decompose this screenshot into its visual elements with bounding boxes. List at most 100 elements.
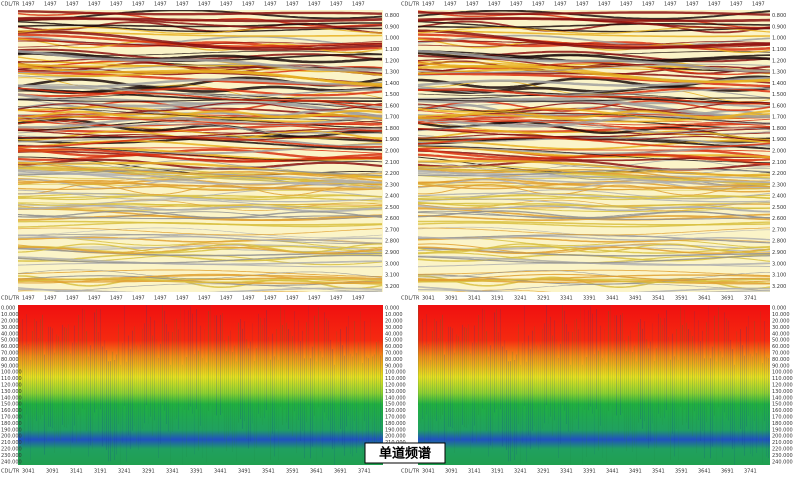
trace-stripe (760, 311, 761, 412)
trace-stripe (670, 359, 671, 460)
trace-stripe (462, 324, 463, 425)
trace-stripe (456, 334, 457, 435)
trace-stripe (358, 342, 359, 443)
reflector (418, 145, 770, 163)
trace-stripe (268, 337, 269, 438)
trace-stripe (624, 340, 625, 441)
reflector (418, 203, 770, 209)
trace-stripe (516, 354, 517, 455)
trace-stripe (532, 330, 533, 431)
reflector (418, 122, 770, 133)
reflector (18, 158, 383, 170)
trace-stripe (236, 361, 237, 462)
trace-stripe (70, 353, 71, 454)
trace-stripe (176, 318, 177, 419)
trace-stripe (654, 360, 655, 461)
trace-label: 3741 (744, 469, 757, 475)
trace-stripe (170, 364, 171, 465)
trace-label: 3441 (606, 469, 619, 475)
trace-stripe (522, 343, 523, 444)
reflector (418, 159, 770, 169)
trace-stripe (152, 335, 153, 436)
trace-label: 3141 (468, 296, 481, 302)
freq-label: 180.000 (772, 421, 793, 427)
reflector (18, 211, 383, 220)
trace-stripe (190, 306, 191, 407)
trace-stripe (596, 309, 597, 410)
trace-stripe (490, 345, 491, 446)
freq-label: 110.000 (772, 376, 793, 382)
trace-label: 1497 (44, 2, 57, 8)
trace-stripe (48, 326, 49, 427)
reflector (18, 210, 383, 219)
reflector (418, 211, 770, 220)
trace-stripe (586, 357, 587, 458)
trace-stripe (692, 336, 693, 437)
time-label: 1.800 (385, 126, 399, 132)
trace-stripe (520, 364, 521, 465)
reflector (418, 193, 770, 200)
trace-label: 1497 (22, 2, 35, 8)
trace-stripe (316, 361, 317, 462)
time-label: 1.400 (385, 81, 399, 87)
reflector (18, 10, 383, 22)
trace-stripe (112, 351, 113, 452)
trace-stripe (678, 359, 679, 460)
freq-label: 240.000 (772, 459, 793, 465)
trace-label: 3291 (142, 469, 155, 475)
reflector (418, 93, 770, 105)
reflector (18, 243, 382, 253)
reflector (18, 269, 383, 278)
trace-stripe (686, 322, 687, 423)
trace-stripe (100, 309, 101, 410)
trace-stripe (74, 325, 75, 426)
trace-label: 3091 (445, 296, 458, 302)
trace-stripe (84, 309, 85, 410)
trace-stripe (144, 323, 145, 424)
trace-label: 3541 (652, 469, 665, 475)
trace-stripe (510, 361, 511, 462)
trace-stripe (34, 318, 35, 419)
trace-stripe (234, 345, 235, 446)
trace-stripe (554, 320, 555, 421)
trace-stripe (570, 364, 571, 465)
freq-label: 10.000 (772, 312, 790, 318)
trace-stripe (332, 349, 333, 450)
trace-stripe (314, 315, 315, 416)
trace-stripe (734, 364, 735, 465)
trace-stripe (578, 329, 579, 430)
trace-stripe (626, 351, 627, 452)
reflector (18, 116, 383, 135)
time-label: 3.100 (385, 273, 399, 279)
trace-stripe (730, 339, 731, 440)
trace-stripe (710, 358, 711, 459)
trace-label: 1497 (132, 296, 145, 302)
reflector (418, 183, 770, 191)
trace-stripe (138, 349, 139, 450)
trace-stripe (218, 333, 219, 434)
trace-stripe (550, 316, 551, 417)
time-label: 2.200 (385, 171, 399, 177)
freq-label: 80.000 (772, 357, 790, 363)
trace-stripe (52, 328, 53, 429)
trace-stripe (238, 322, 239, 423)
reflector (418, 205, 770, 213)
trace-stripe (704, 358, 705, 459)
freq-label: 200.000 (385, 434, 406, 440)
caption-box (364, 442, 446, 464)
trace-stripe (556, 339, 557, 440)
trace-stripe (482, 308, 483, 409)
reflector (418, 160, 770, 177)
freq-label: 120.000 (1, 383, 22, 389)
trace-stripe (630, 330, 631, 431)
trace-stripe (196, 309, 197, 410)
trace-label: 3591 (675, 296, 688, 302)
header-corner: CDL/TR (401, 469, 420, 475)
trace-stripe (664, 318, 665, 419)
trace-stripe (572, 332, 573, 433)
trace-stripe (242, 328, 243, 429)
freq-label: 110.000 (385, 376, 406, 382)
trace-stripe (448, 326, 449, 427)
trace-stripe (472, 342, 473, 443)
time-label: 1.600 (772, 103, 786, 109)
